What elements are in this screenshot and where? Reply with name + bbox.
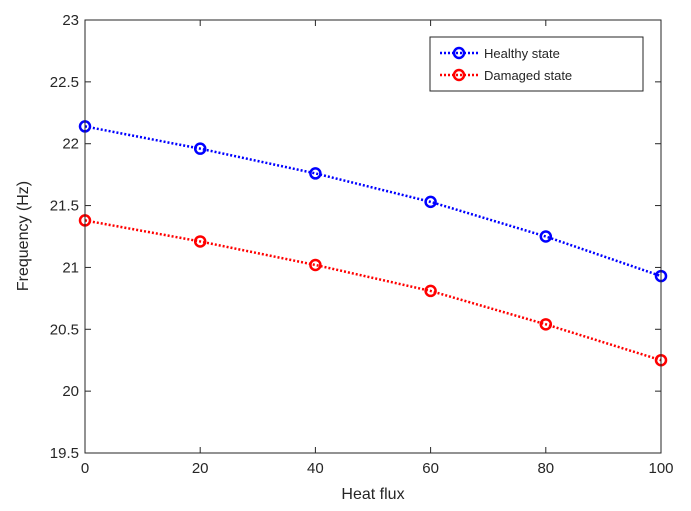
series-2-point — [424, 284, 437, 298]
legend-label: Damaged state — [484, 68, 572, 83]
axis-ticks: 0 20 40 60 80 100 19.5 20 20.5 21 21.5 22 22.5 23 — [50, 12, 674, 477]
x-tick-label: 40 — [307, 460, 324, 477]
series-1-point — [539, 230, 553, 243]
x-tick-label: 100 — [648, 460, 673, 477]
legend-label: Healthy state — [484, 46, 560, 61]
series-2-point — [193, 235, 207, 248]
x-tick-label: 20 — [192, 460, 209, 477]
series-1-point — [424, 195, 437, 209]
legend-marker — [452, 68, 466, 82]
y-tick-label: 21 — [62, 259, 79, 276]
plot-area — [85, 20, 661, 453]
series-line-1 — [84, 125, 662, 278]
legend-marker — [452, 46, 466, 60]
legend-box — [429, 36, 644, 92]
y-tick-label: 19.5 — [50, 445, 79, 462]
y-tick-label: 21.5 — [50, 198, 79, 215]
x-tick-label: 60 — [422, 460, 439, 477]
series-1-point — [193, 142, 207, 155]
series-2-point — [539, 318, 553, 331]
y-tick-label: 22.5 — [50, 74, 79, 91]
y-tick-label: 20 — [62, 383, 79, 400]
plot-frame — [84, 19, 662, 454]
x-tick-label: 0 — [81, 460, 89, 477]
y-axis-label: Frequency (Hz) — [15, 181, 32, 291]
x-tick-label: 80 — [537, 460, 554, 477]
y-tick-label: 22 — [62, 136, 79, 153]
y-tick-label: 23 — [62, 12, 79, 29]
y-tick-label: 20.5 — [50, 321, 79, 338]
x-axis-label: Heat flux — [341, 486, 404, 503]
series-2-point — [309, 258, 322, 272]
legend: Healthy state Damaged state — [429, 36, 644, 92]
series-line-2 — [84, 219, 662, 362]
series-1-point — [309, 167, 322, 180]
